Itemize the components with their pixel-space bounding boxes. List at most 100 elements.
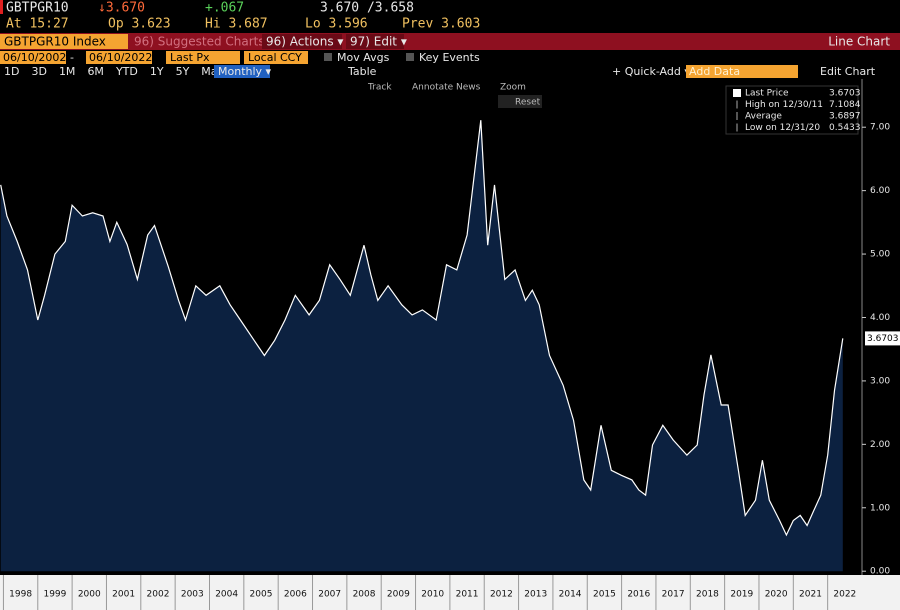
- low: Lo 3.596: [305, 17, 368, 32]
- add-data[interactable]: Add Data: [689, 65, 740, 78]
- reset-box[interactable]: [498, 95, 542, 108]
- x-tick-label: 2015: [593, 590, 616, 600]
- x-tick-label: 2017: [662, 590, 685, 600]
- last-flag: [865, 331, 900, 346]
- bid-ask: 3.670 /3.658: [320, 1, 414, 16]
- table[interactable]: Table: [347, 65, 377, 78]
- edit-chart[interactable]: Edit Chart: [820, 65, 876, 78]
- end-date[interactable]: 06/10/2022: [89, 51, 152, 64]
- period[interactable]: 6M: [87, 65, 104, 78]
- x-tick-label: 2005: [250, 590, 273, 600]
- suggested[interactable]: 96) Suggested Charts: [134, 35, 265, 49]
- change: +.067: [205, 1, 244, 16]
- dash: -: [70, 51, 74, 64]
- x-tick-label: 1998: [9, 590, 32, 600]
- x-tick-label: 2009: [387, 590, 410, 600]
- x-tick-label: 2004: [215, 590, 238, 600]
- y-tick-label: 7.00: [870, 123, 890, 133]
- period[interactable]: 5Y: [176, 65, 190, 78]
- y-tick-label: 1.00: [870, 503, 890, 513]
- line: [0, 120, 844, 537]
- x-tick-label: 2020: [765, 590, 788, 600]
- legend-value: 3.6897: [829, 112, 861, 122]
- legend: [725, 85, 859, 135]
- field[interactable]: Last Px: [170, 51, 210, 64]
- last-label: 3.6703: [867, 334, 899, 344]
- ticker: GBTPGR10: [6, 1, 69, 16]
- tool[interactable]: Reset: [515, 98, 541, 108]
- ccy-box[interactable]: [244, 51, 308, 64]
- time: At 15:27: [6, 17, 69, 32]
- x-tick-label: 2006: [284, 590, 307, 600]
- x-tick-label: 2019: [730, 590, 753, 600]
- x-tick-label: 2011: [456, 590, 479, 600]
- tool[interactable]: Track: [367, 83, 392, 93]
- legend-swatch: [733, 89, 741, 97]
- legend-value: 7.1084: [829, 100, 861, 110]
- toolbar: [0, 33, 900, 50]
- area: [0, 120, 843, 572]
- actions-button[interactable]: [262, 34, 342, 49]
- x-tick-label: 2001: [112, 590, 135, 600]
- x-tick-label: 2007: [318, 590, 341, 600]
- y-tick-label: 3.00: [870, 376, 890, 386]
- x-tick-label: 2008: [353, 590, 376, 600]
- frequency-box[interactable]: [214, 65, 270, 78]
- period[interactable]: 1M: [59, 65, 76, 78]
- edit[interactable]: 97) Edit ▾: [350, 35, 407, 49]
- marker: [0, 0, 3, 14]
- checkbox[interactable]: [406, 53, 414, 61]
- tool[interactable]: Annotate: [412, 83, 454, 93]
- y-tick-label: 2.00: [870, 440, 890, 450]
- y-tick-label: 6.00: [870, 186, 890, 196]
- x-tick-label: 2016: [627, 590, 650, 600]
- security-box[interactable]: [0, 34, 128, 49]
- x-tick-label: 2018: [696, 590, 719, 600]
- last: ↓3.670: [98, 1, 145, 16]
- add-data-box[interactable]: [686, 65, 798, 78]
- frequency[interactable]: Monthly ▾: [218, 65, 272, 78]
- y-tick-label: 5.00: [870, 250, 890, 260]
- period[interactable]: YTD: [115, 65, 138, 78]
- x-tick-label: 2021: [799, 590, 822, 600]
- x-tick-label: 2002: [147, 590, 170, 600]
- open: Op 3.623: [108, 17, 171, 32]
- legend-label: High on 12/30/11: [745, 100, 823, 110]
- tool[interactable]: Zoom: [500, 83, 526, 93]
- checkbox[interactable]: [324, 53, 332, 61]
- legend-label: Average: [745, 112, 782, 122]
- x-tick-label: 2022: [833, 590, 856, 600]
- start-box[interactable]: [0, 51, 66, 64]
- chart-type: Line Chart: [828, 35, 890, 49]
- x-tick-label: 2012: [490, 590, 513, 600]
- y-tick-label: 0.00: [870, 567, 890, 577]
- x-tick-label: 2003: [181, 590, 204, 600]
- period[interactable]: 3D: [31, 65, 46, 78]
- legend-value: 0.5433: [829, 123, 861, 133]
- security: GBTPGR10 Index: [4, 35, 106, 49]
- quick-add[interactable]: + Quick-Add ▾: [612, 65, 690, 78]
- field-box[interactable]: [166, 51, 240, 64]
- tools: Track Annotate News Zoom Reset: [367, 83, 542, 108]
- period[interactable]: 1Y: [150, 65, 164, 78]
- high: Hi 3.687: [205, 17, 268, 32]
- edit-button[interactable]: [346, 34, 404, 49]
- mov-avgs[interactable]: Mov Avgs: [337, 51, 390, 64]
- currency[interactable]: Local CCY: [248, 51, 302, 64]
- y-tick-label: 4.00: [870, 313, 890, 323]
- key-events[interactable]: Key Events: [419, 51, 480, 64]
- period[interactable]: 1D: [4, 65, 19, 78]
- legend-label: Last Price: [745, 89, 789, 99]
- x-tick-label: 1999: [43, 590, 66, 600]
- tool[interactable]: News: [456, 83, 481, 93]
- x-tick-label: 2013: [524, 590, 547, 600]
- actions[interactable]: 96) Actions ▾: [266, 35, 343, 49]
- legend-label: Low on 12/31/20: [745, 123, 820, 133]
- x-tick-label: 2000: [78, 590, 101, 600]
- x-tick-label: 2014: [559, 590, 582, 600]
- legend-entries: Last Price 3.6703 High on 12/30/11 7.1084 Av…: [733, 89, 861, 133]
- end-box[interactable]: [86, 51, 152, 64]
- start-date[interactable]: 06/10/2002: [3, 51, 66, 64]
- legend-value: 3.6703: [829, 89, 861, 99]
